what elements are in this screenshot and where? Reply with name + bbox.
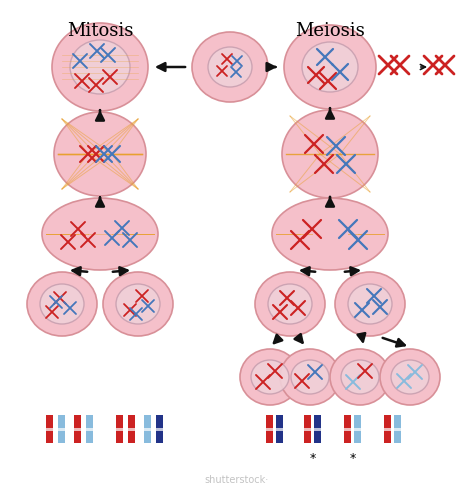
Ellipse shape [208,48,252,88]
Bar [58,415,65,443]
Bar [128,427,136,430]
Bar [86,427,93,430]
Ellipse shape [42,199,158,270]
Bar [145,415,152,443]
Ellipse shape [348,285,392,325]
Ellipse shape [272,199,388,270]
Ellipse shape [240,349,300,405]
Bar [46,415,54,443]
Bar [266,427,273,430]
Bar [384,415,392,443]
Bar [315,427,321,430]
Ellipse shape [27,272,97,336]
Bar [86,415,93,443]
Ellipse shape [330,349,390,405]
Text: shutterstock·: shutterstock· [205,474,269,484]
Bar [128,415,136,443]
Text: *: * [310,451,316,464]
Ellipse shape [255,272,325,336]
Bar [355,415,362,443]
Bar [355,427,362,430]
Bar [117,427,124,430]
Ellipse shape [391,360,429,394]
Ellipse shape [52,24,148,112]
Ellipse shape [268,285,312,325]
Ellipse shape [251,360,289,394]
Text: Meiosis: Meiosis [295,22,365,40]
Bar [345,415,352,443]
Ellipse shape [70,41,130,95]
Bar [117,415,124,443]
Ellipse shape [116,285,160,325]
Bar [58,427,65,430]
Ellipse shape [380,349,440,405]
Ellipse shape [54,113,146,197]
Bar [315,415,321,443]
Ellipse shape [284,26,376,110]
Bar [74,415,82,443]
Ellipse shape [302,43,358,93]
Bar [156,427,164,430]
Bar [46,427,54,430]
Ellipse shape [335,272,405,336]
Bar [145,427,152,430]
Bar [304,415,311,443]
Text: *: * [350,451,356,464]
Bar [394,427,401,430]
Bar [394,415,401,443]
Ellipse shape [341,360,379,394]
Ellipse shape [282,111,378,199]
Text: Mitosis: Mitosis [67,22,133,40]
Bar [266,415,273,443]
Ellipse shape [291,360,329,394]
Ellipse shape [103,272,173,336]
Bar [345,427,352,430]
Ellipse shape [40,285,84,325]
Bar [156,415,164,443]
Ellipse shape [280,349,340,405]
Bar [276,427,283,430]
Bar [384,427,392,430]
Bar [74,427,82,430]
Bar [304,427,311,430]
Ellipse shape [192,33,268,103]
Bar [276,415,283,443]
